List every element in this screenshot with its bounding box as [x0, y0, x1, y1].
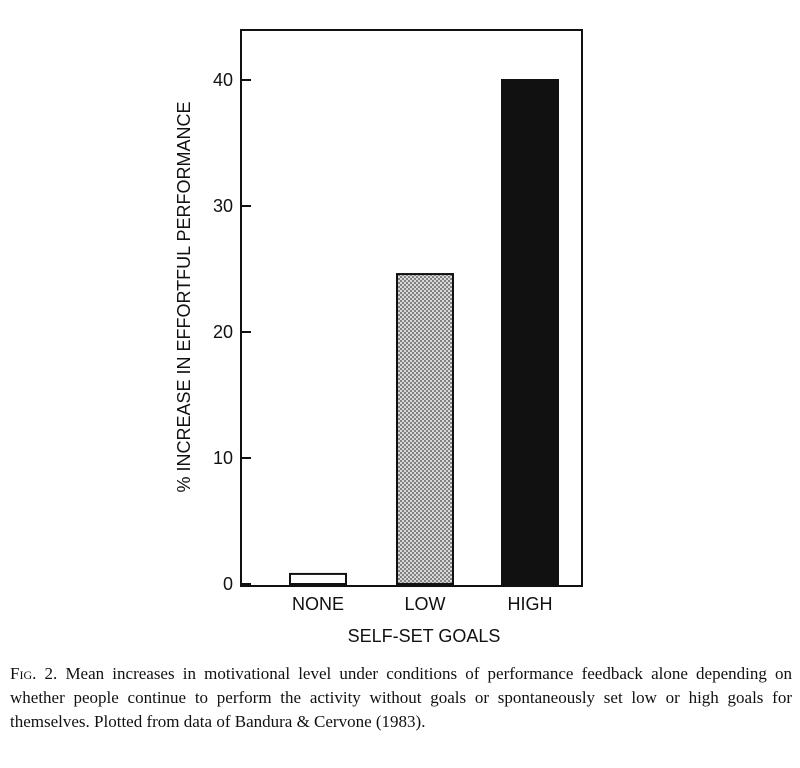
bar-none: [289, 572, 347, 585]
bar-low: [396, 273, 454, 585]
x-axis-tick-labels: NONE LOW HIGH: [292, 594, 553, 614]
y-tick-label: 40: [213, 70, 233, 90]
y-tick-label: 10: [213, 448, 233, 468]
y-tick-label: 20: [213, 322, 233, 342]
x-tick-label-high: HIGH: [508, 594, 553, 614]
figure-label: Fig. 2.: [10, 664, 58, 683]
y-axis-label: % INCREASE IN EFFORTFUL PERFORMANCE: [174, 101, 194, 492]
figure-caption: Fig. 2. Mean increases in motivational l…: [10, 662, 792, 734]
caption-text: Mean increases in motivational level und…: [10, 664, 792, 731]
x-tick-label-none: NONE: [292, 594, 344, 614]
y-tick-label: 30: [213, 196, 233, 216]
x-tick-label-low: LOW: [404, 594, 445, 614]
x-axis-label: SELF-SET GOALS: [348, 626, 501, 646]
bar-high: [501, 79, 559, 585]
bar-chart: 0 10 20 30 40 NONE LOW HIGH % INCREASE IN EFFO…: [174, 29, 583, 646]
y-axis-ticks: 0 10 20 30 40: [213, 70, 251, 594]
bars: [289, 79, 559, 585]
plot-frame: [240, 29, 583, 587]
y-tick-label: 0: [223, 574, 233, 594]
